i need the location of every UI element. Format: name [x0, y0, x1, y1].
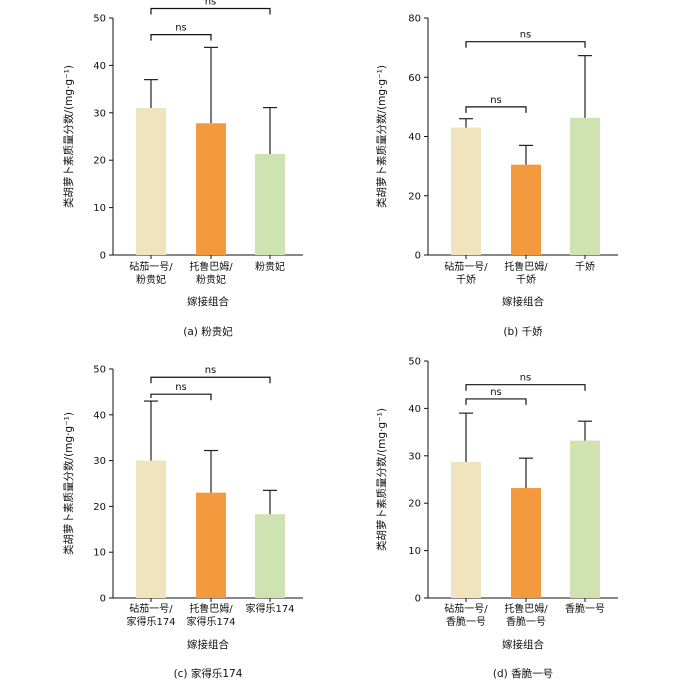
- significance-bracket: [465, 106, 527, 113]
- significance-label: ns: [520, 30, 532, 41]
- bar-1: [196, 123, 226, 255]
- category-label: 千娇: [575, 261, 595, 273]
- y-tick-label: 0: [100, 594, 106, 605]
- y-tick-label: 60: [408, 73, 421, 84]
- y-tick-label: 20: [408, 499, 421, 510]
- y-tick-label: 20: [93, 502, 106, 513]
- category-label: 粉贵妃: [196, 273, 226, 286]
- significance-bracket: [465, 398, 527, 405]
- significance-label: ns: [490, 95, 502, 106]
- bar-0: [136, 460, 166, 598]
- chart-panel-2: 01020304050砧茄一号/家得乐174托鲁巴姆/家得乐174家得乐174n…: [62, 365, 303, 680]
- bar-1: [511, 164, 541, 255]
- bar-2: [255, 154, 285, 255]
- y-tick-label: 40: [408, 132, 421, 143]
- bar-0: [136, 108, 166, 255]
- category-label: 托鲁巴姆/: [504, 602, 548, 615]
- category-label: 香脆一号: [565, 602, 605, 615]
- panel-caption: (d) 香脆一号: [493, 667, 553, 680]
- significance-label: ns: [205, 0, 217, 8]
- panel-caption: (b) 千娇: [503, 326, 543, 338]
- y-tick-label: 50: [408, 357, 421, 368]
- x-axis-title: 嫁接组合: [502, 638, 544, 651]
- category-label: 托鲁巴姆/: [189, 602, 233, 615]
- category-label: 千娇: [516, 274, 536, 286]
- y-axis-title: 类胡萝卜素质量分数/(mg·g⁻¹): [62, 65, 75, 208]
- category-label: 托鲁巴姆/: [504, 260, 548, 273]
- y-tick-label: 0: [100, 251, 106, 262]
- panels: 01020304050砧茄一号/粉贵妃托鲁巴姆/粉贵妃粉贵妃nsns嫁接组合类胡…: [62, 0, 618, 680]
- y-tick-label: 30: [93, 108, 106, 119]
- panel-caption: (c) 家得乐174: [174, 667, 243, 680]
- significance-label: ns: [520, 373, 532, 384]
- category-label: 砧茄一号/: [129, 260, 173, 273]
- y-tick-label: 40: [93, 410, 106, 421]
- significance-bracket: [150, 33, 212, 41]
- y-tick-label: 10: [93, 548, 106, 559]
- y-tick-label: 50: [93, 14, 106, 25]
- y-tick-label: 0: [415, 594, 421, 605]
- panel-caption: (a) 粉贵妃: [183, 325, 233, 338]
- chart-panel-1: 020406080砧茄一号/千娇托鲁巴姆/千娇千娇nsns嫁接组合类胡萝卜素质量…: [375, 14, 618, 338]
- x-axis-title: 嫁接组合: [187, 295, 229, 308]
- category-label: 家得乐174: [186, 615, 235, 628]
- chart-panel-3: 01020304050砧茄一号/香脆一号托鲁巴姆/香脆一号香脆一号nsns嫁接组…: [375, 357, 618, 680]
- y-tick-label: 80: [408, 14, 421, 25]
- category-label: 家得乐174: [126, 615, 175, 628]
- y-tick-label: 10: [408, 546, 421, 557]
- y-axis-title: 类胡萝卜素质量分数/(mg·g⁻¹): [62, 412, 75, 555]
- significance-label: ns: [205, 365, 217, 376]
- bar-1: [511, 488, 541, 598]
- bar-2: [570, 117, 600, 256]
- category-label: 砧茄一号/: [129, 602, 173, 615]
- bar-0: [451, 461, 481, 598]
- significance-label: ns: [175, 382, 187, 393]
- significance-label: ns: [490, 387, 502, 398]
- y-tick-label: 20: [93, 156, 106, 167]
- y-tick-label: 50: [93, 365, 106, 376]
- y-tick-label: 40: [93, 61, 106, 72]
- category-label: 粉贵妃: [136, 273, 166, 286]
- y-axis-title: 类胡萝卜素质量分数/(mg·g⁻¹): [375, 65, 388, 208]
- significance-bracket: [465, 384, 586, 391]
- bar-2: [570, 440, 600, 598]
- category-label: 砧茄一号/: [444, 260, 488, 273]
- bar-2: [255, 514, 285, 598]
- y-tick-label: 20: [408, 191, 421, 202]
- y-axis-title: 类胡萝卜素质量分数/(mg·g⁻¹): [375, 408, 388, 551]
- significance-bracket: [150, 376, 271, 384]
- category-label: 砧茄一号/: [444, 602, 488, 615]
- y-tick-label: 0: [415, 251, 421, 262]
- x-axis-title: 嫁接组合: [187, 638, 229, 651]
- significance-bracket: [150, 7, 271, 15]
- category-label: 托鲁巴姆/: [189, 260, 233, 273]
- x-axis-title: 嫁接组合: [502, 295, 544, 308]
- bar-1: [196, 492, 226, 598]
- bar-0: [451, 127, 481, 255]
- y-tick-label: 30: [408, 451, 421, 462]
- y-tick-label: 30: [93, 456, 106, 467]
- significance-label: ns: [175, 23, 187, 34]
- significance-bracket: [150, 393, 212, 401]
- significance-bracket: [465, 41, 586, 48]
- category-label: 家得乐174: [245, 602, 294, 615]
- y-tick-label: 10: [93, 203, 106, 214]
- category-label: 粉贵妃: [255, 260, 285, 273]
- category-label: 香脆一号: [506, 615, 546, 628]
- category-label: 香脆一号: [446, 615, 486, 628]
- chart-panel-0: 01020304050砧茄一号/粉贵妃托鲁巴姆/粉贵妃粉贵妃nsns嫁接组合类胡…: [62, 0, 303, 338]
- y-tick-label: 40: [408, 404, 421, 415]
- category-label: 千娇: [456, 274, 476, 286]
